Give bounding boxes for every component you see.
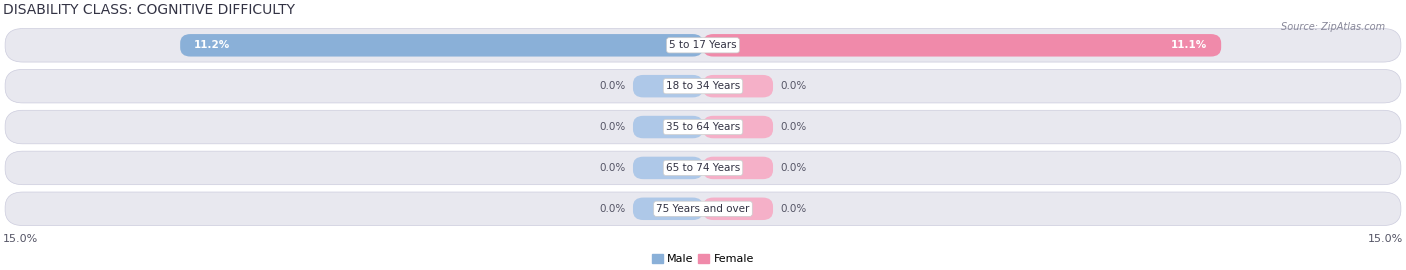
Text: 5 to 17 Years: 5 to 17 Years [669,40,737,50]
Text: 0.0%: 0.0% [780,81,806,91]
FancyBboxPatch shape [703,75,773,97]
FancyBboxPatch shape [633,198,703,220]
Text: 0.0%: 0.0% [600,122,626,132]
FancyBboxPatch shape [633,75,703,97]
Text: 11.2%: 11.2% [194,40,231,50]
Text: 0.0%: 0.0% [600,81,626,91]
FancyBboxPatch shape [633,157,703,179]
Text: 35 to 64 Years: 35 to 64 Years [666,122,740,132]
FancyBboxPatch shape [6,110,1400,144]
Text: 15.0%: 15.0% [1368,234,1403,244]
Text: DISABILITY CLASS: COGNITIVE DIFFICULTY: DISABILITY CLASS: COGNITIVE DIFFICULTY [3,3,295,17]
FancyBboxPatch shape [180,34,703,56]
Text: 65 to 74 Years: 65 to 74 Years [666,163,740,173]
Text: 0.0%: 0.0% [780,122,806,132]
Text: 18 to 34 Years: 18 to 34 Years [666,81,740,91]
Text: 0.0%: 0.0% [600,204,626,214]
FancyBboxPatch shape [703,198,773,220]
Text: 0.0%: 0.0% [780,204,806,214]
FancyBboxPatch shape [6,192,1400,225]
FancyBboxPatch shape [6,29,1400,62]
FancyBboxPatch shape [6,69,1400,103]
Text: Source: ZipAtlas.com: Source: ZipAtlas.com [1281,22,1385,32]
Text: 75 Years and over: 75 Years and over [657,204,749,214]
FancyBboxPatch shape [703,34,1222,56]
FancyBboxPatch shape [633,116,703,138]
Text: 0.0%: 0.0% [600,163,626,173]
Text: 0.0%: 0.0% [780,163,806,173]
FancyBboxPatch shape [703,116,773,138]
FancyBboxPatch shape [6,151,1400,185]
Legend: Male, Female: Male, Female [647,249,759,269]
Text: 11.1%: 11.1% [1171,40,1208,50]
Text: 15.0%: 15.0% [3,234,38,244]
FancyBboxPatch shape [703,157,773,179]
